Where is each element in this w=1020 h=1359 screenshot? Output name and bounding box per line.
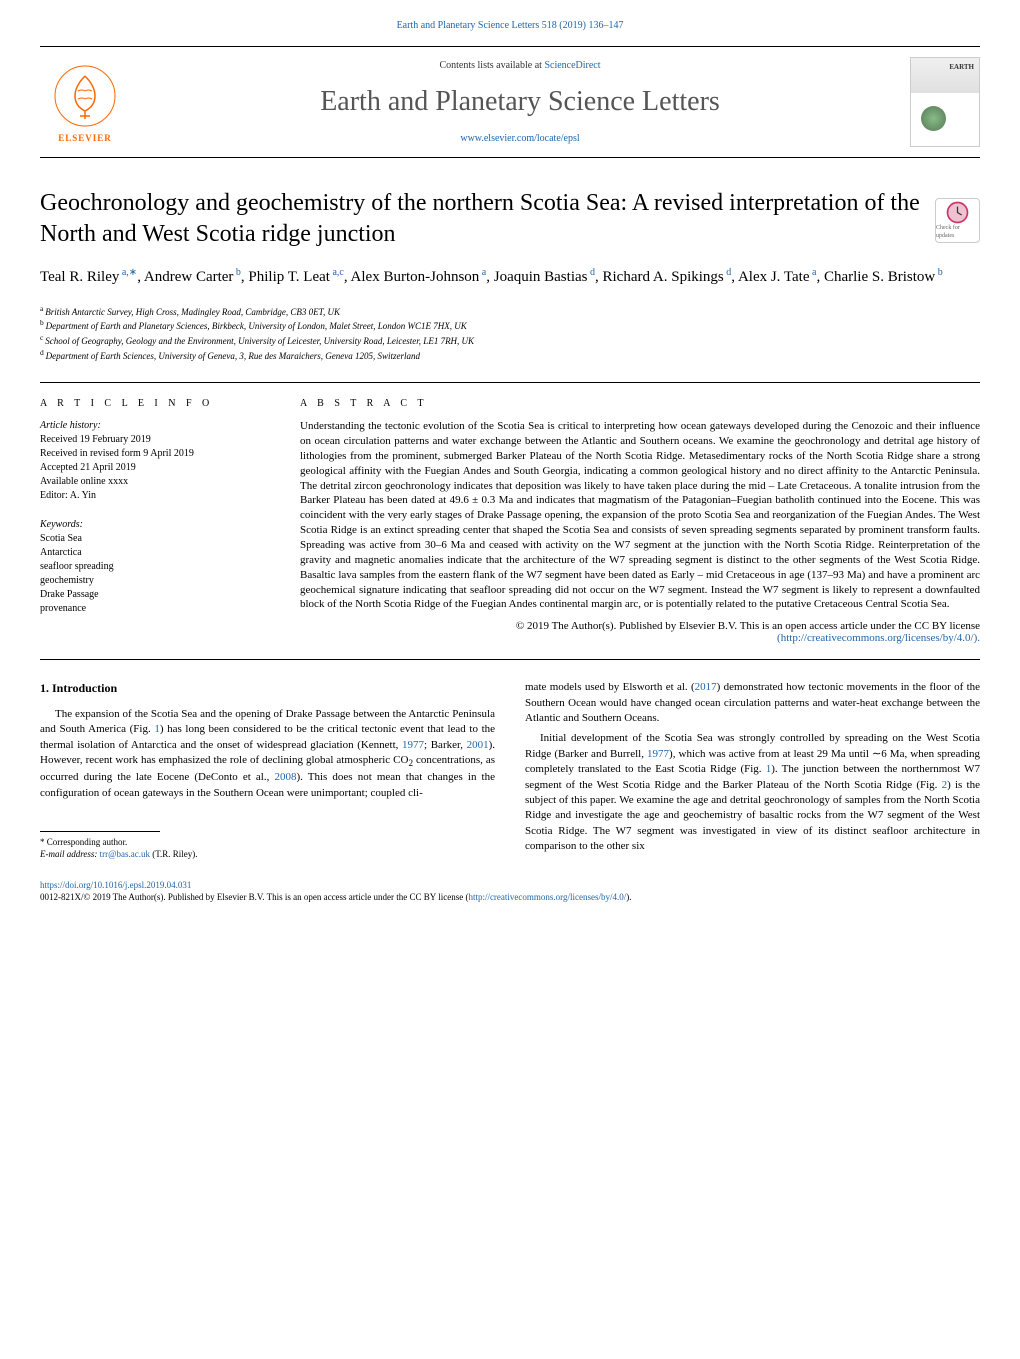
- citation-link[interactable]: 2001: [467, 739, 489, 751]
- asterisk-marker: *: [40, 837, 47, 847]
- citation-link[interactable]: 1977: [647, 748, 669, 760]
- received-date: Received 19 February 2019: [40, 433, 270, 447]
- article-title-text: Geochronology and geochemistry of the no…: [40, 190, 920, 247]
- authors-list: Teal R. Riley a,∗, Andrew Carter b, Phil…: [40, 265, 980, 289]
- header-citation: Earth and Planetary Science Letters 518 …: [40, 20, 980, 31]
- elsevier-label: ELSEVIER: [58, 133, 112, 143]
- contents-list-text: Contents lists available at ScienceDirec…: [130, 60, 910, 71]
- author-affiliation-superscript: a,c: [330, 267, 344, 278]
- author-name: Andrew Carter: [144, 269, 234, 285]
- text-fragment: ; Barker,: [424, 739, 467, 751]
- author-affiliation-superscript: d: [587, 267, 595, 278]
- info-abstract-row: A R T I C L E I N F O Article history: R…: [40, 398, 980, 644]
- license-url-link[interactable]: (http://creativecommons.org/licenses/by/…: [777, 632, 980, 644]
- citation-link[interactable]: 2017: [695, 681, 717, 693]
- author-name: Charlie S. Bristow: [824, 269, 935, 285]
- article-info-heading: A R T I C L E I N F O: [40, 398, 270, 409]
- keywords-list: Scotia SeaAntarcticaseafloor spreadingge…: [40, 532, 270, 616]
- keywords-block: Keywords: Scotia SeaAntarcticaseafloor s…: [40, 518, 270, 616]
- keyword-item: seafloor spreading: [40, 560, 270, 574]
- email-label: E-mail address:: [40, 849, 97, 859]
- check-updates-icon: [945, 200, 970, 225]
- license-statement: © 2019 The Author(s). Published by Elsev…: [516, 620, 980, 632]
- journal-header: ELSEVIER Contents lists available at Sci…: [40, 46, 980, 158]
- keyword-item: Drake Passage: [40, 588, 270, 602]
- accepted-date: Accepted 21 April 2019: [40, 461, 270, 475]
- author-name: Alex Burton-Johnson: [351, 269, 480, 285]
- history-label: Article history:: [40, 419, 270, 433]
- copyright-text: 0012-821X/© 2019 The Author(s). Publishe…: [40, 892, 468, 902]
- editor-name: Editor: A. Yin: [40, 489, 270, 503]
- divider-line: [40, 382, 980, 383]
- citation-link[interactable]: 2008: [274, 771, 296, 783]
- left-column: 1. Introduction The expansion of the Sco…: [40, 680, 495, 860]
- keyword-item: provenance: [40, 602, 270, 616]
- abstract-text: Understanding the tectonic evolution of …: [300, 419, 980, 612]
- journal-center-block: Contents lists available at ScienceDirec…: [130, 60, 910, 144]
- corresponding-label: Corresponding author.: [47, 837, 128, 847]
- text-fragment: mate models used by Elsworth et al. (: [525, 681, 695, 693]
- author-affiliation-superscript: d: [724, 267, 732, 278]
- citation-link[interactable]: 1977: [402, 739, 424, 751]
- author-affiliation-superscript: b: [935, 267, 943, 278]
- copyright-end: ).: [626, 892, 631, 902]
- keyword-item: Antarctica: [40, 546, 270, 560]
- journal-title: Earth and Planetary Science Letters: [130, 86, 910, 118]
- author-name: Teal R. Riley: [40, 269, 119, 285]
- article-title: Geochronology and geochemistry of the no…: [40, 188, 980, 250]
- affiliation-item: a British Antarctic Survey, High Cross, …: [40, 304, 980, 319]
- author-affiliation-superscript: a: [479, 267, 486, 278]
- elsevier-logo: ELSEVIER: [40, 57, 130, 147]
- elsevier-tree-icon: [50, 61, 120, 131]
- author-affiliation-superscript: a,∗: [119, 267, 137, 278]
- main-body-columns: 1. Introduction The expansion of the Sco…: [40, 680, 980, 860]
- contents-prefix: Contents lists available at: [439, 60, 544, 71]
- affiliation-item: b Department of Earth and Planetary Scie…: [40, 318, 980, 333]
- keywords-label: Keywords:: [40, 518, 270, 532]
- intro-paragraph-2: Initial development of the Scotia Sea wa…: [525, 731, 980, 854]
- intro-paragraph-1: The expansion of the Scotia Sea and the …: [40, 707, 495, 801]
- keyword-item: geochemistry: [40, 574, 270, 588]
- email-author-name: (T.R. Riley).: [152, 849, 197, 859]
- affiliation-item: c School of Geography, Geology and the E…: [40, 333, 980, 348]
- affiliations-list: a British Antarctic Survey, High Cross, …: [40, 304, 980, 362]
- article-history-block: Article history: Received 19 February 20…: [40, 419, 270, 503]
- check-updates-label: Check for updates: [936, 225, 979, 241]
- author-affiliation-superscript: a: [810, 267, 817, 278]
- author-name: Joaquin Bastias: [494, 269, 588, 285]
- author-affiliation-superscript: b: [233, 267, 241, 278]
- divider-line-2: [40, 659, 980, 660]
- license-text: © 2019 The Author(s). Published by Elsev…: [300, 620, 980, 644]
- received-revised-date: Received in revised form 9 April 2019: [40, 447, 270, 461]
- sciencedirect-link[interactable]: ScienceDirect: [544, 60, 600, 71]
- doi-link[interactable]: https://doi.org/10.1016/j.epsl.2019.04.0…: [40, 880, 191, 890]
- available-date: Available online xxxx: [40, 475, 270, 489]
- footer-license-link[interactable]: http://creativecommons.org/licenses/by/4…: [468, 892, 626, 902]
- section-1-heading: 1. Introduction: [40, 680, 495, 697]
- author-name: Philip T. Leat: [248, 269, 330, 285]
- keyword-item: Scotia Sea: [40, 532, 270, 546]
- journal-url-link[interactable]: www.elsevier.com/locate/epsl: [130, 133, 910, 144]
- corresponding-author-footnote: * Corresponding author. E-mail address: …: [40, 837, 495, 860]
- journal-cover-thumbnail: [910, 57, 980, 147]
- author-name: Alex J. Tate: [738, 269, 810, 285]
- page-footer-info: https://doi.org/10.1016/j.epsl.2019.04.0…: [40, 880, 980, 903]
- abstract-heading: A B S T R A C T: [300, 398, 980, 409]
- check-updates-badge[interactable]: Check for updates: [935, 198, 980, 243]
- article-info-column: A R T I C L E I N F O Article history: R…: [40, 398, 270, 644]
- footnote-divider: [40, 831, 160, 832]
- right-column: mate models used by Elsworth et al. (201…: [525, 680, 980, 860]
- intro-paragraph-1-continued: mate models used by Elsworth et al. (201…: [525, 680, 980, 726]
- author-name: Richard A. Spikings: [602, 269, 723, 285]
- affiliation-item: d Department of Earth Sciences, Universi…: [40, 348, 980, 363]
- author-email-link[interactable]: trr@bas.ac.uk: [100, 849, 150, 859]
- abstract-column: A B S T R A C T Understanding the tecton…: [300, 398, 980, 644]
